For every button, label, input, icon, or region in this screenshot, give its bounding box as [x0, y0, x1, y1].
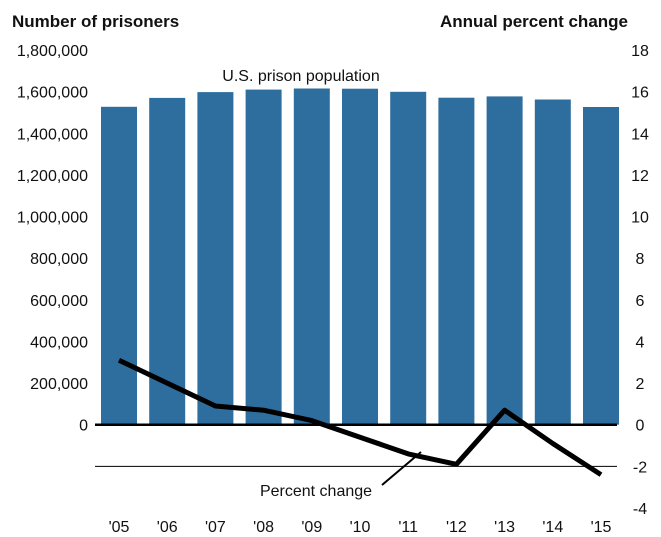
x-tick-label: '11 [398, 519, 418, 536]
bar-11 [390, 91, 427, 425]
x-tick-label: '08 [253, 519, 274, 536]
left-axis-ticks: 1,800,000 1,600,000 1,400,000 1,200,000 1,00… [17, 43, 88, 435]
left-tick-label: 1,200,000 [17, 168, 88, 185]
bar-05 [101, 106, 137, 425]
left-tick-label: 800,000 [30, 251, 88, 268]
bar-series-label: U.S. prison population [222, 68, 379, 85]
left-axis-title: Number of prisoners [12, 12, 179, 31]
right-axis-title: Annual percent change [440, 12, 628, 31]
bar-07 [197, 92, 234, 425]
right-axis-ticks: 18 16 14 12 10 8 6 4 2 0 -2 -4 [631, 43, 649, 518]
line-series-leader [381, 451, 422, 486]
bar-10 [342, 88, 378, 425]
x-tick-label: '07 [205, 519, 226, 536]
right-tick-label: 16 [631, 85, 649, 102]
bar-08 [245, 89, 282, 425]
bar-09 [293, 88, 330, 425]
x-tick-label: '06 [157, 519, 178, 536]
x-axis-ticks: '05 '06 '07 '08 '09 '10 '11 '12 '13 '14 '15 [109, 519, 612, 536]
x-tick-label: '05 [109, 519, 130, 536]
right-tick-label: 10 [631, 210, 649, 227]
right-tick-label: 8 [636, 251, 645, 268]
left-tick-label: 1,000,000 [17, 210, 88, 227]
x-tick-label: '15 [591, 519, 612, 536]
right-tick-label: 18 [631, 43, 649, 60]
left-tick-label: 400,000 [30, 335, 88, 352]
right-tick-label: -2 [633, 459, 647, 476]
right-tick-label: 14 [631, 126, 649, 143]
bar-14 [534, 99, 571, 425]
bar-15 [583, 107, 619, 425]
bar-series [101, 88, 619, 425]
left-tick-label: 0 [79, 418, 88, 435]
x-tick-label: '14 [542, 519, 563, 536]
left-tick-label: 600,000 [30, 293, 88, 310]
bar-06 [149, 97, 186, 425]
x-tick-label: '10 [350, 519, 371, 536]
bar-13 [486, 96, 523, 425]
right-tick-label: -4 [633, 501, 647, 518]
left-tick-label: 1,400,000 [17, 126, 88, 143]
x-tick-label: '09 [301, 519, 322, 536]
left-tick-label: 1,800,000 [17, 43, 88, 60]
right-tick-label: 0 [636, 418, 645, 435]
right-tick-label: 4 [636, 335, 645, 352]
line-series-label: Percent change [260, 483, 372, 500]
percent-change-line [117, 357, 603, 477]
x-tick-label: '12 [446, 519, 467, 536]
left-tick-label: 1,600,000 [17, 85, 88, 102]
bar-12 [438, 97, 475, 425]
right-tick-label: 12 [631, 168, 649, 185]
left-tick-label: 200,000 [30, 376, 88, 393]
x-tick-label: '13 [494, 519, 515, 536]
right-tick-label: 6 [636, 293, 645, 310]
right-tick-label: 2 [636, 376, 645, 393]
